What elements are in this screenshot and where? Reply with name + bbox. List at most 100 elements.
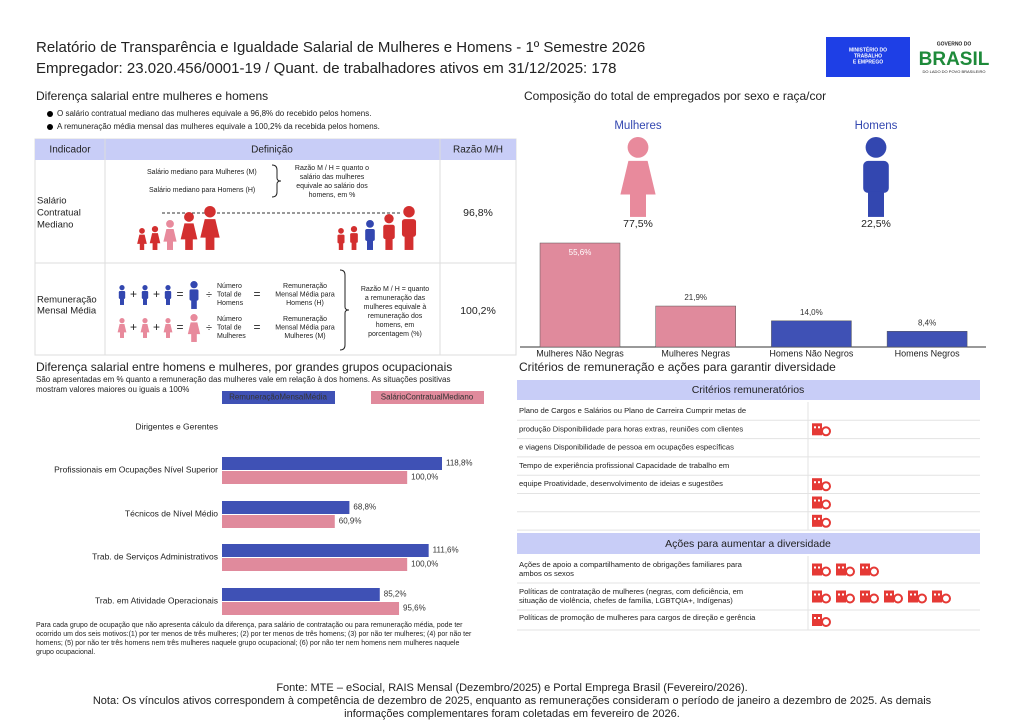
icon-part <box>818 499 820 502</box>
subtitle: São apresentadas em % quanto a remuneraç… <box>36 375 450 384</box>
section-title: Composição do total de empregados por se… <box>524 89 826 103</box>
pay-gap-table <box>34 138 517 356</box>
person-legs <box>191 333 197 342</box>
person-legs <box>404 235 414 250</box>
ministry-logo-box <box>826 37 910 77</box>
icon-part <box>845 566 855 577</box>
operator: = <box>176 287 183 301</box>
section-title: Diferença salarial entre homens e mulher… <box>36 360 452 374</box>
icon-part <box>821 593 831 604</box>
icon-part <box>869 566 879 577</box>
category-label: Profissionais em Ocupações Nível Superio… <box>54 464 218 474</box>
action-text: Políticas de promoção de mulheres para c… <box>519 613 756 622</box>
criteria-icon <box>812 614 831 627</box>
icon-part <box>814 499 816 502</box>
definition-text: mulheres equivale à <box>364 304 427 311</box>
criteria-text: produção Disponibilidade para horas extr… <box>519 424 743 433</box>
bullet-text: A remuneração média mensal das mulheres … <box>57 122 380 131</box>
person-head <box>119 285 125 291</box>
criteria-icon <box>812 496 831 510</box>
person-body <box>163 228 177 242</box>
table-header-cell: Indicador <box>49 145 91 156</box>
section-title: Diferença salarial entre mulheres e home… <box>36 89 268 103</box>
bar <box>222 471 408 484</box>
criteria-icon <box>908 590 927 604</box>
table-header-cell: Definição <box>251 145 293 156</box>
criteria-icon <box>860 563 879 577</box>
person-body <box>401 219 417 237</box>
category-label: Mulheres Não Negras <box>536 348 624 358</box>
definition-text: Mulheres <box>217 333 246 340</box>
person-head <box>190 281 198 289</box>
definition-text: Remuneração <box>283 283 327 290</box>
bar <box>222 544 429 557</box>
footnote: ocorrido um dos seis motivos:(1) por ter… <box>36 631 472 638</box>
icon-part <box>917 593 927 604</box>
icon-part <box>818 426 820 429</box>
definition-text: Mensal Média para <box>275 324 335 331</box>
icon-part <box>908 590 918 603</box>
ratio: 100,2% <box>460 305 496 317</box>
person-body <box>163 323 173 333</box>
person-body <box>118 290 126 299</box>
icon-part <box>818 593 820 596</box>
definition-text: Remuneração <box>283 316 327 323</box>
icon-part <box>842 593 844 596</box>
icon-part <box>910 593 912 596</box>
person-legs <box>166 298 170 305</box>
icon-part <box>914 593 916 596</box>
actions-header-text: Ações para aumentar a diversidade <box>665 538 831 550</box>
person-legs <box>166 331 170 338</box>
table-header-cell: Razão M/H <box>453 145 503 156</box>
bar <box>539 242 621 348</box>
person-head <box>403 206 415 218</box>
person-body <box>365 228 375 241</box>
icon-part <box>932 590 942 603</box>
icon-part <box>869 593 879 604</box>
icon-part <box>818 617 820 619</box>
criteria-icon <box>812 590 831 604</box>
ministry-logo-text: E EMPREGO <box>853 59 883 65</box>
person-legs <box>143 298 147 305</box>
person-legs <box>205 235 215 250</box>
person-head <box>119 318 125 324</box>
section-title: Critérios de remuneração e ações para ga… <box>519 360 836 374</box>
person-legs <box>191 300 197 309</box>
icon-part <box>812 514 822 527</box>
person-head <box>151 226 159 233</box>
group-share: 22,5% <box>861 218 891 230</box>
bar <box>771 320 852 348</box>
source: Fonte: MTE – eSocial, RAIS Mensal (Dezem… <box>276 682 747 694</box>
category-label: Trab. em Atividade Operacionais <box>95 595 218 605</box>
criteria-icon <box>860 590 879 604</box>
value-label: 8,4% <box>918 318 936 327</box>
person-body <box>180 223 198 240</box>
definition-text: porcentagem (%) <box>368 331 422 338</box>
operator: ÷ <box>206 289 212 301</box>
criteria-icon <box>932 590 951 604</box>
person-legs <box>120 298 124 305</box>
person-head <box>184 212 194 222</box>
gov-logo-tagline: DO LADO DO POVO BRASILEIRO <box>923 69 986 74</box>
icon-part <box>886 593 888 596</box>
definition-text: Mensal Média para <box>275 291 335 298</box>
icon-part <box>812 590 822 603</box>
icon-part <box>818 566 820 569</box>
person-legs <box>152 242 158 250</box>
criteria-text: e viagens Disponibilidade de pessoa em o… <box>519 443 734 452</box>
icon-part <box>814 617 816 619</box>
icon-part <box>821 566 831 577</box>
icon-part <box>814 481 816 484</box>
bullet-text: O salário contratual mediano das mulhere… <box>57 109 371 118</box>
icon-part <box>821 499 831 510</box>
value-label: 118,8% <box>446 459 473 468</box>
subtitle: mostram valores maiores ou iguais a 100% <box>36 385 189 394</box>
legend-swatch <box>222 391 335 404</box>
definition-text: Total de <box>217 324 242 331</box>
indicator: Mediano <box>37 220 73 231</box>
icon-part <box>812 563 822 576</box>
title: Relatório de Transparência e Igualdade S… <box>36 39 645 56</box>
person-legs <box>385 238 393 250</box>
